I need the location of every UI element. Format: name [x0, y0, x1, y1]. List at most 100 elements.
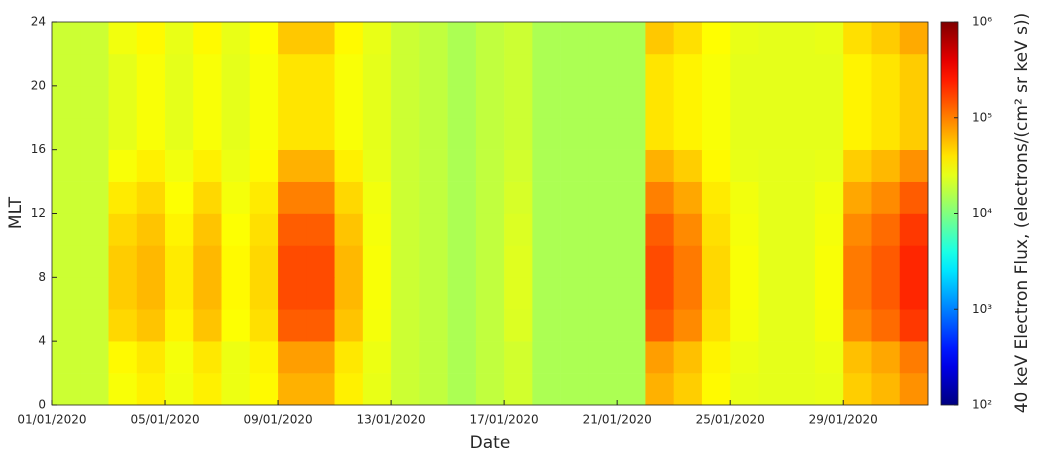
- heat-cell: [447, 117, 477, 150]
- heat-cell: [871, 149, 901, 182]
- heat-cell: [673, 341, 703, 374]
- heat-cell: [165, 22, 194, 55]
- heat-cell: [588, 85, 618, 119]
- heat-cell: [52, 277, 81, 310]
- heat-cell: [475, 277, 505, 310]
- heat-cell: [504, 53, 533, 87]
- heat-cell: [504, 245, 533, 278]
- heat-cell: [645, 213, 674, 246]
- heat-cell: [447, 181, 477, 214]
- heat-cell: [645, 53, 674, 87]
- heat-cell: [108, 53, 138, 87]
- heat-cell: [165, 373, 194, 406]
- heat-cell: [843, 309, 872, 342]
- heat-cell: [814, 117, 844, 150]
- heat-cell: [475, 85, 505, 119]
- heat-cell: [447, 373, 477, 406]
- heat-cell: [617, 117, 646, 150]
- heat-cell: [221, 85, 251, 119]
- heat-cell: [447, 245, 477, 278]
- heat-cell: [221, 277, 251, 310]
- heat-cell: [588, 213, 618, 246]
- heat-cell: [362, 22, 392, 55]
- heat-cell: [673, 85, 703, 119]
- heat-cell: [165, 117, 194, 150]
- heat-cell: [334, 149, 364, 182]
- heat-cell: [504, 213, 533, 246]
- heat-cell: [701, 149, 731, 182]
- heat-cell: [447, 85, 477, 119]
- heat-cell: [278, 245, 307, 278]
- heat-cell: [758, 22, 788, 55]
- heat-cell: [730, 53, 759, 87]
- heat-cell: [475, 22, 505, 55]
- x-tick-label: 13/01/2020: [357, 413, 426, 427]
- heat-cell: [391, 117, 420, 150]
- heat-cell: [447, 22, 477, 55]
- heat-cell: [475, 53, 505, 87]
- heat-cell: [52, 85, 81, 119]
- heat-cell: [419, 85, 448, 119]
- heat-cell: [532, 277, 561, 310]
- heat-cell: [843, 245, 872, 278]
- heat-cell: [249, 181, 279, 214]
- heat-cell: [362, 53, 392, 87]
- heat-cell: [814, 53, 844, 87]
- heat-cell: [673, 53, 703, 87]
- heat-cell: [193, 85, 222, 119]
- heat-cell: [447, 309, 477, 342]
- heat-cell: [814, 341, 844, 374]
- heat-cell: [80, 149, 109, 182]
- heat-cell: [645, 149, 674, 182]
- heat-cell: [617, 309, 646, 342]
- heat-cell: [588, 373, 618, 406]
- heat-cell: [278, 149, 307, 182]
- heat-cell: [278, 85, 307, 119]
- heat-cell: [334, 85, 364, 119]
- heat-cell: [645, 181, 674, 214]
- heat-cell: [52, 373, 81, 406]
- heat-cell: [843, 117, 872, 150]
- heat-cell: [504, 277, 533, 310]
- heat-cell: [730, 277, 759, 310]
- heat-cell: [786, 22, 816, 55]
- heat-cell: [871, 277, 901, 310]
- heat-cell: [588, 53, 618, 87]
- heat-cell: [249, 309, 279, 342]
- y-axis-label: MLT: [6, 196, 26, 229]
- heat-cell: [560, 53, 590, 87]
- heat-cell: [362, 309, 392, 342]
- heat-cell: [645, 245, 674, 278]
- heat-cell: [758, 341, 788, 374]
- heat-cell: [165, 85, 194, 119]
- heat-cell: [108, 309, 138, 342]
- heat-cell: [588, 117, 618, 150]
- heat-cell: [306, 277, 335, 310]
- heat-cell: [419, 373, 448, 406]
- heat-cell: [193, 373, 222, 406]
- heat-cell: [899, 277, 929, 310]
- heat-cell: [899, 341, 929, 374]
- heat-cell: [334, 181, 364, 214]
- heat-cell: [52, 309, 81, 342]
- colorbar-tick-label: 10⁵: [972, 110, 992, 124]
- heat-cell: [814, 309, 844, 342]
- heat-cell: [391, 213, 420, 246]
- heat-cell: [334, 277, 364, 310]
- x-axis-label: Date: [470, 433, 511, 450]
- heat-cell: [334, 373, 364, 406]
- heat-cell: [419, 181, 448, 214]
- heat-cell: [278, 181, 307, 214]
- heat-cell: [80, 341, 109, 374]
- heat-cell: [899, 117, 929, 150]
- heat-cell: [52, 53, 81, 87]
- heat-cell: [758, 149, 788, 182]
- heat-cell: [532, 245, 561, 278]
- heat-cell: [391, 181, 420, 214]
- heat-cell: [80, 22, 109, 55]
- heat-cell: [249, 245, 279, 278]
- heat-cell: [673, 309, 703, 342]
- heat-cell: [391, 22, 420, 55]
- heat-cell: [136, 22, 166, 55]
- heat-cell: [165, 277, 194, 310]
